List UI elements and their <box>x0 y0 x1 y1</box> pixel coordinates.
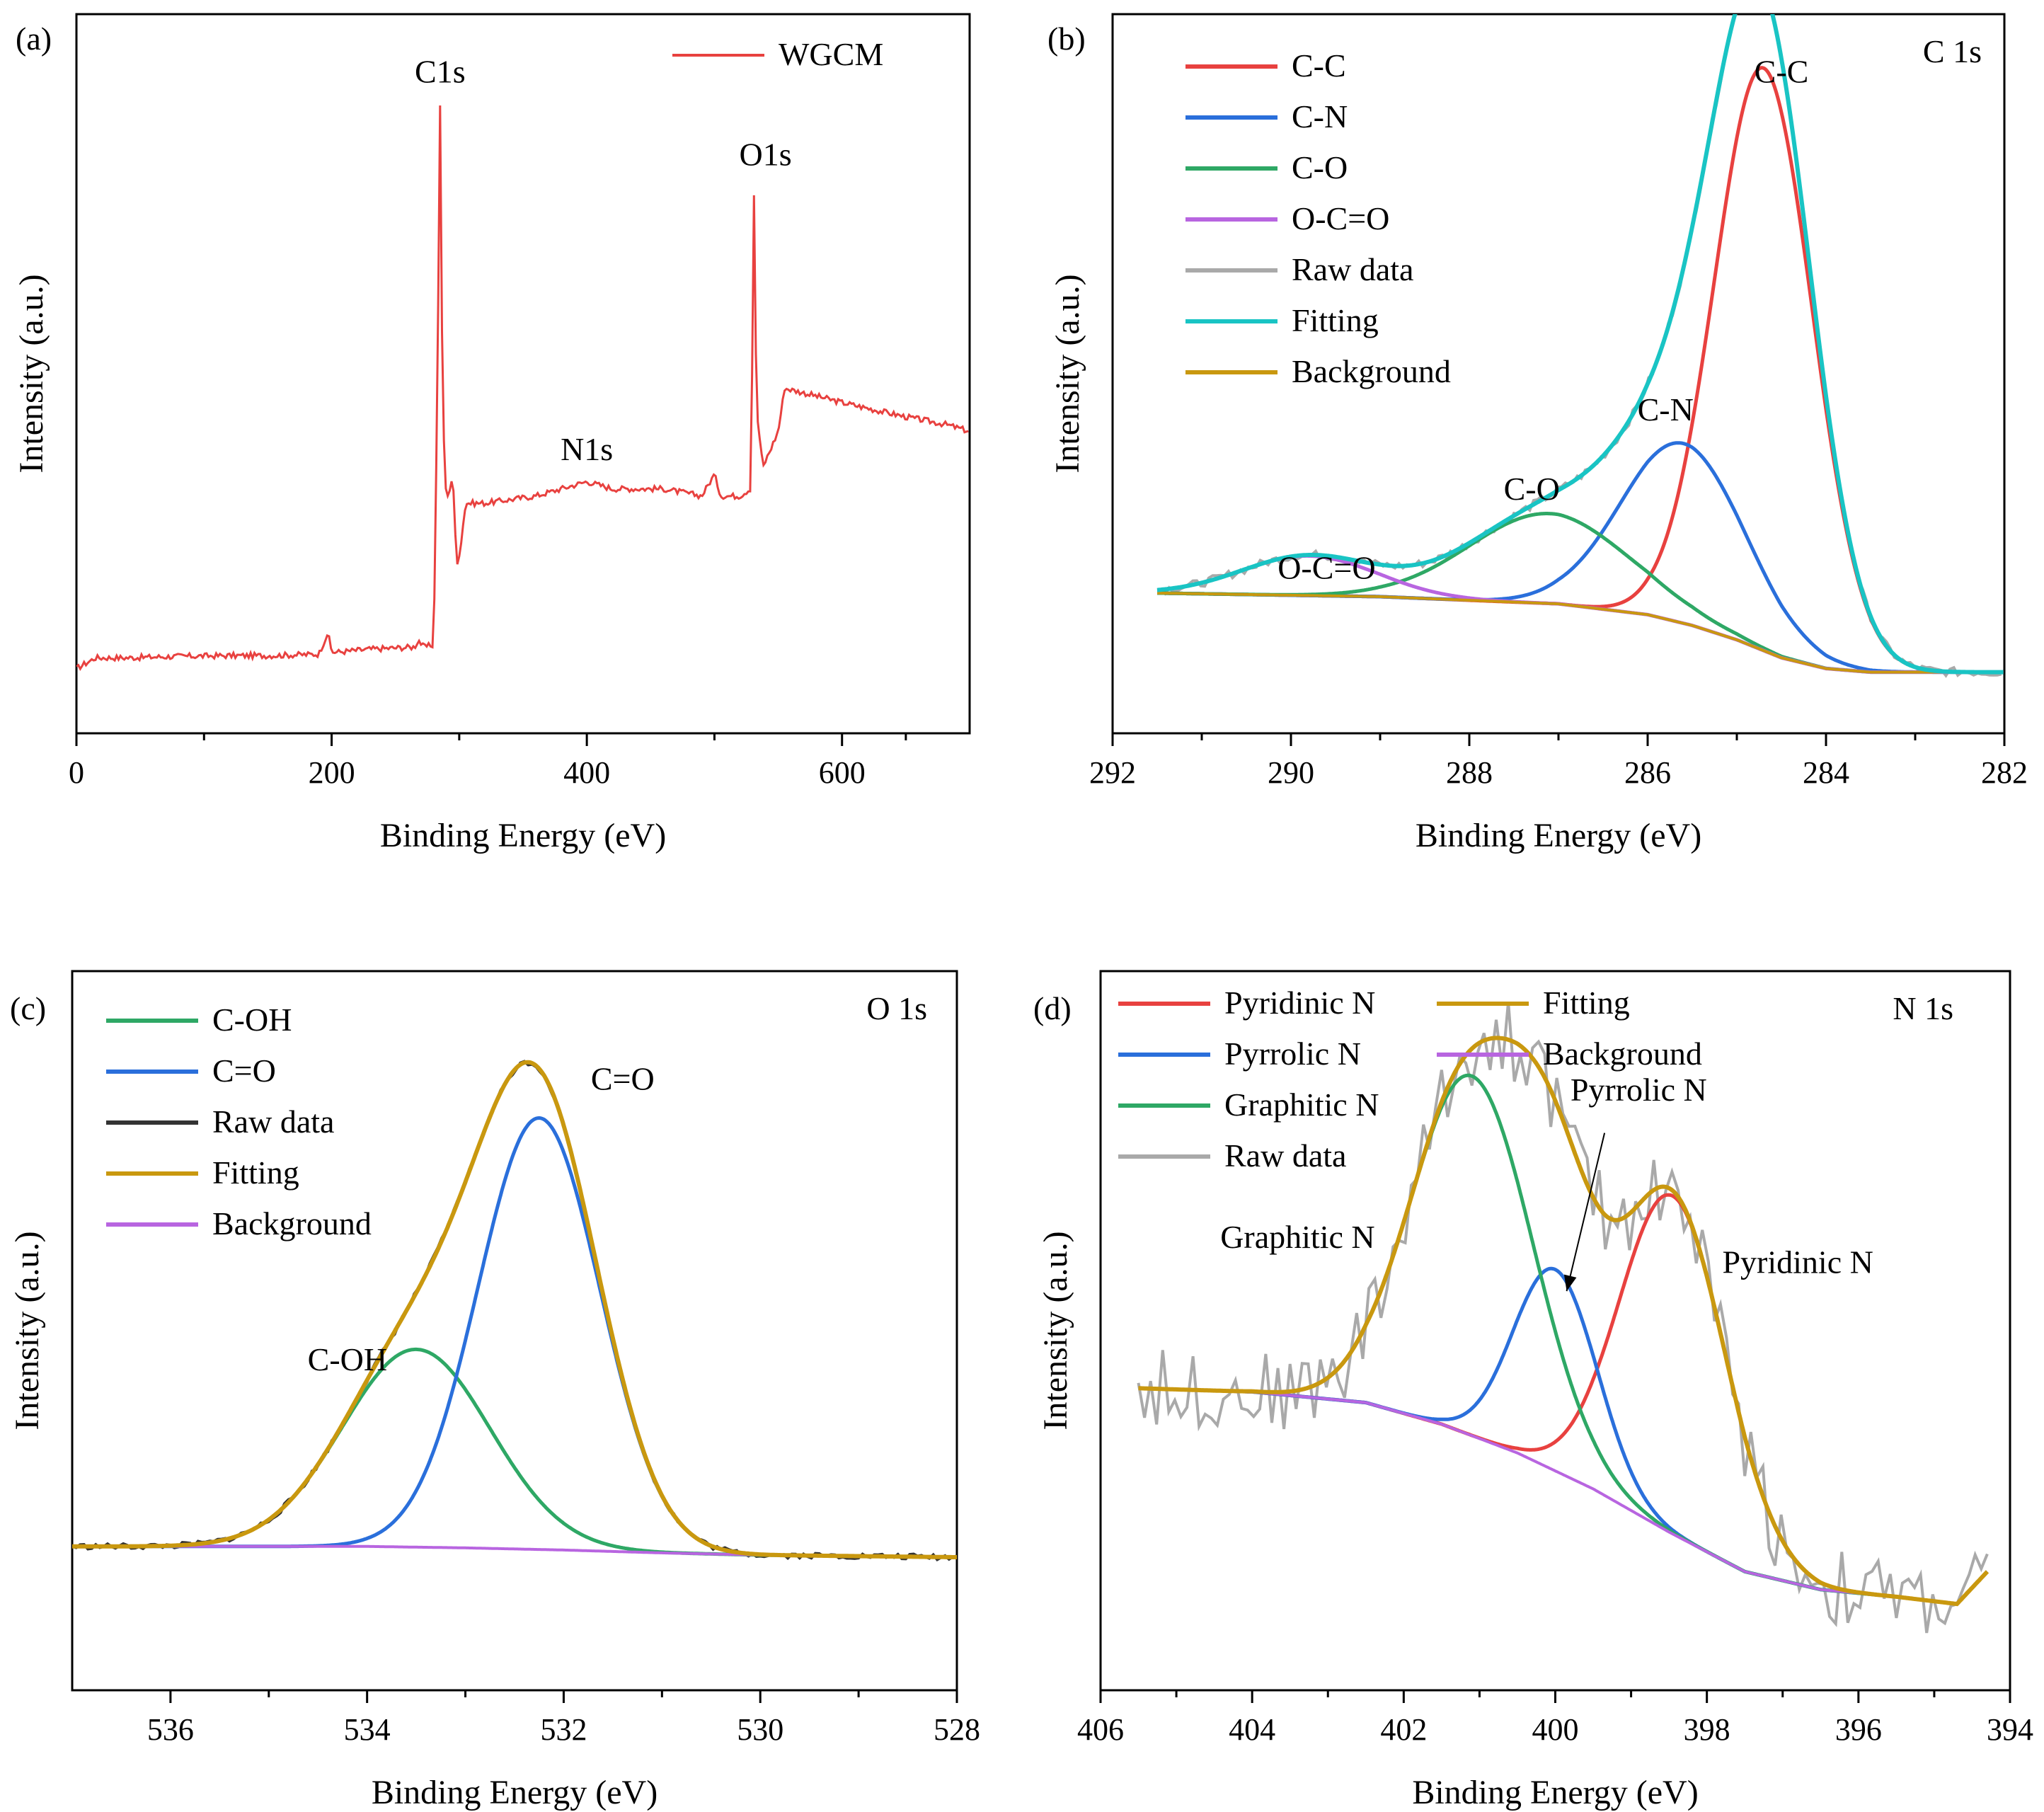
series-line-fitting <box>72 1060 957 1559</box>
x-axis-label: Binding Energy (eV) <box>1416 817 1701 854</box>
legend-label: Raw data <box>1224 1137 1346 1174</box>
x-axis-label: Binding Energy (eV) <box>1412 1774 1698 1811</box>
x-tick-label: 400 <box>563 755 610 790</box>
plot-area <box>72 1060 957 1561</box>
peak-label: C-O <box>1504 471 1560 507</box>
panel-label: (b) <box>1047 21 1086 57</box>
series-line-c-o <box>72 1116 957 1559</box>
annotation-arrow-head <box>1563 1274 1577 1292</box>
panel-label: (c) <box>10 990 46 1026</box>
panel-d: 406 404 402 400 398 396 394 Binding Energy (eV)… <box>1033 970 2033 1811</box>
peak-label: Pyrrolic N <box>1571 1072 1707 1108</box>
x-tick-label: 406 <box>1077 1712 1124 1747</box>
peak-label: Pyridinic N <box>1722 1244 1873 1280</box>
peak-label: C1s <box>415 54 466 90</box>
series-line-c-oh <box>72 1347 957 1559</box>
peak-label: C-C <box>1755 54 1809 90</box>
x-tick-label: 292 <box>1089 755 1136 790</box>
x-tick-label: 402 <box>1380 1712 1427 1747</box>
panel-b: 292 290 288 286 284 282 Binding Energy (eV) Int… <box>1047 13 2028 854</box>
legend-label: Pyridinic N <box>1224 985 1375 1021</box>
x-tick-label: 0 <box>69 755 84 790</box>
panel-title: C 1s <box>1923 33 1982 69</box>
y-axis-label: Intensity (a.u.) <box>1037 1231 1074 1430</box>
peak-label: C=O <box>591 1061 655 1097</box>
series-line-wgcm <box>76 105 969 672</box>
x-tick-label: 528 <box>934 1712 980 1747</box>
legend-label: Fitting <box>212 1154 299 1191</box>
legend-label: C-OH <box>212 1002 292 1038</box>
peak-label: Graphitic N <box>1220 1219 1374 1255</box>
x-tick-label: 404 <box>1229 1712 1275 1747</box>
peak-label: O-C=O <box>1278 550 1375 586</box>
x-tick-label: 282 <box>1981 755 2028 790</box>
peak-label: C-N <box>1638 391 1694 428</box>
x-tick-label: 600 <box>819 755 866 790</box>
panel-title: N 1s <box>1893 990 1953 1026</box>
x-tick-label: 536 <box>147 1712 194 1747</box>
panel-a: 0 200 400 600 Binding Energy (eV) Intensity (… <box>13 13 971 854</box>
legend-label: Background <box>212 1205 372 1242</box>
y-axis-label: Intensity (a.u.) <box>13 274 50 473</box>
legend-label: C-O <box>1292 149 1348 185</box>
panel-title: O 1s <box>866 990 927 1026</box>
plot-frame <box>75 13 971 735</box>
series-line-background <box>1138 1387 1989 1606</box>
x-tick-label: 284 <box>1803 755 1849 790</box>
series-line-c-o <box>1157 512 2004 675</box>
legend-label: WGCM <box>779 36 883 72</box>
legend-label: Background <box>1543 1036 1702 1072</box>
plot-area <box>1137 1002 1990 1634</box>
x-tick-label: 286 <box>1624 755 1671 790</box>
x-tick-label: 394 <box>1987 1712 2033 1747</box>
peak-label: N1s <box>561 431 613 467</box>
panel-label: (a) <box>16 21 52 57</box>
annotation-arrow-line <box>1566 1132 1606 1292</box>
legend-label: Background <box>1292 353 1451 389</box>
peak-label: O1s <box>739 136 791 172</box>
x-tick-label: 200 <box>309 755 355 790</box>
legend-label: Raw data <box>212 1103 334 1140</box>
legend-label: C-C <box>1292 47 1346 84</box>
peak-label: C-OH <box>308 1341 387 1377</box>
series-line-background <box>1157 591 2004 674</box>
x-axis-label: Binding Energy (eV) <box>372 1774 658 1811</box>
x-tick-label: 288 <box>1446 755 1493 790</box>
legend-label: Fitting <box>1543 985 1630 1021</box>
y-axis-label: Intensity (a.u.) <box>8 1231 46 1430</box>
x-tick-label: 398 <box>1684 1712 1730 1747</box>
legend-label: Fitting <box>1292 302 1379 338</box>
legend-label: Graphitic N <box>1224 1086 1379 1123</box>
series-line-fitting <box>1156 14 2004 675</box>
x-tick-label: 534 <box>344 1712 391 1747</box>
y-axis-label: Intensity (a.u.) <box>1049 274 1086 473</box>
x-tick-label: 400 <box>1532 1712 1579 1747</box>
x-axis-label: Binding Energy (eV) <box>380 817 666 854</box>
legend-label: Pyrrolic N <box>1224 1036 1361 1072</box>
series-line-fitting <box>1138 1036 1990 1607</box>
legend-label: O-C=O <box>1292 200 1389 236</box>
x-tick-label: 396 <box>1835 1712 1882 1747</box>
series-line-raw-data <box>72 1060 957 1561</box>
x-tick-label: 532 <box>540 1712 587 1747</box>
plot-frame <box>71 970 958 1692</box>
series-line-raw-data <box>1137 1002 1989 1634</box>
x-tick-label: 290 <box>1268 755 1314 790</box>
panel-c: 536 534 532 530 528 Binding Energy (eV) Intens… <box>8 970 980 1811</box>
x-tick-label: 530 <box>737 1712 783 1747</box>
plot-area <box>1156 14 2004 678</box>
plot-area <box>76 105 969 672</box>
legend-label: Raw data <box>1292 251 1413 287</box>
panel-label: (d) <box>1033 990 1072 1026</box>
legend-label: C-N <box>1292 98 1348 134</box>
legend-label: C=O <box>212 1053 276 1089</box>
